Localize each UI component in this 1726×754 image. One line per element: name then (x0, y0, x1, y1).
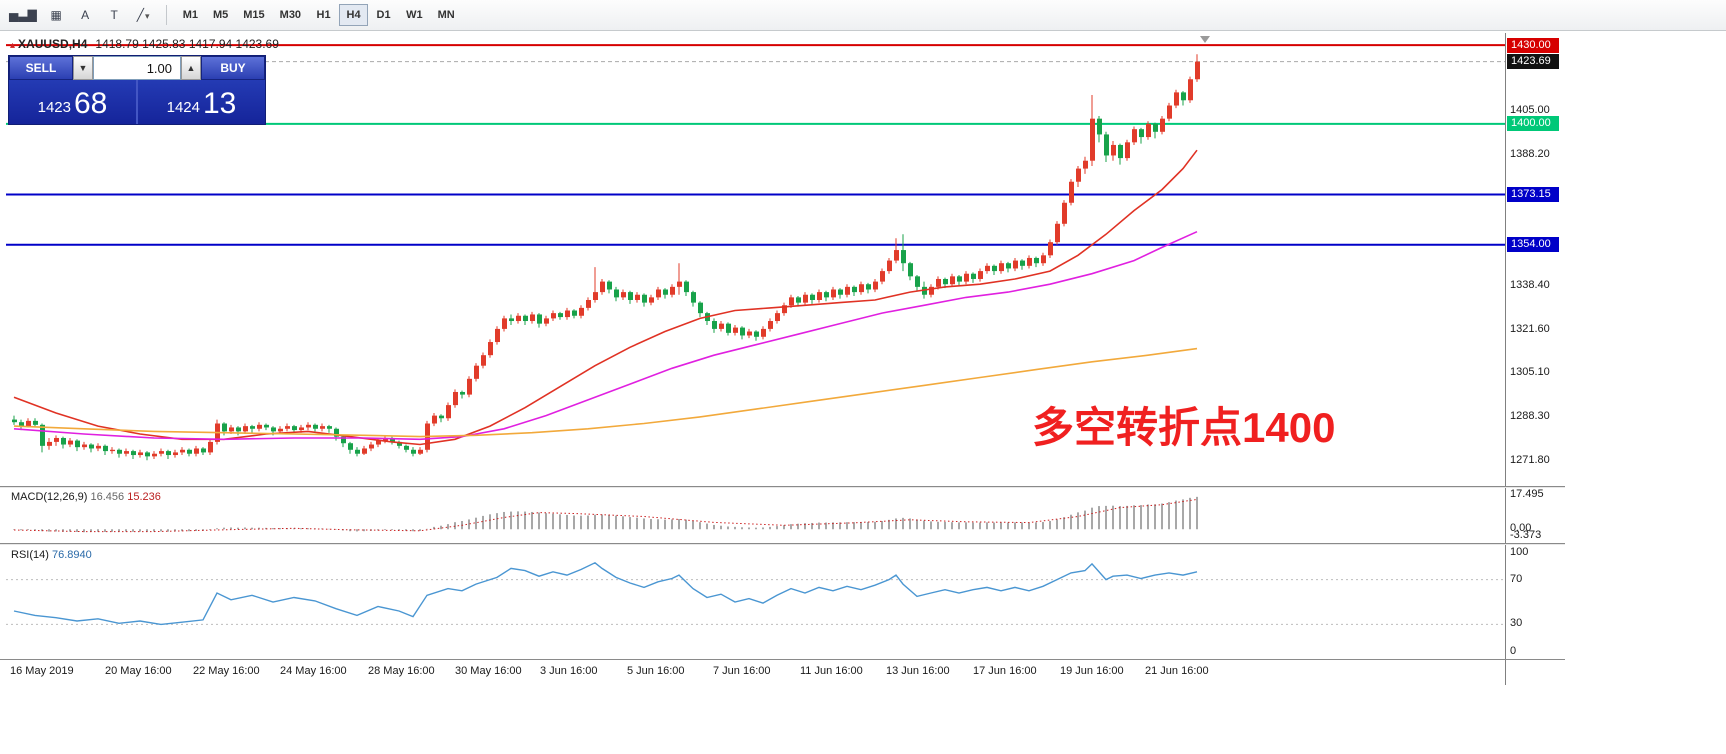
timeframe-m15[interactable]: M15 (236, 4, 271, 26)
trade-controls-row: SELL ▼ ▲ BUY (9, 56, 265, 80)
price-axis-tick: 1288.30 (1510, 410, 1550, 423)
trade-prices-row: 1423 68 1424 13 (9, 80, 265, 124)
ohlc-values: 1418.79 1425.83 1417.94 1423.69 (95, 37, 279, 51)
price-axis-tick: 1321.60 (1510, 322, 1550, 335)
time-axis-label: 24 May 16:00 (280, 665, 347, 677)
main-chart-canvas[interactable] (6, 33, 1506, 485)
time-axis-label: 28 May 16:00 (368, 665, 435, 677)
timeframe-mn[interactable]: MN (431, 4, 462, 26)
price-axis-tick: 1388.20 (1510, 147, 1550, 160)
chart-shift-marker[interactable] (1200, 36, 1210, 43)
price-line-tag[interactable]: 1400.00 (1507, 116, 1559, 132)
buy-price-pips: 13 (203, 87, 237, 120)
rsi-label: RSI(14) 76.8940 (11, 549, 92, 561)
time-axis-label: 19 Jun 16:00 (1060, 665, 1124, 677)
price-axis-tick: 1338.40 (1510, 278, 1550, 291)
macd-label: MACD(12,26,9) 16.456 15.236 (11, 491, 161, 503)
time-axis-label: 3 Jun 16:00 (540, 665, 598, 677)
timeframe-d1[interactable]: D1 (369, 4, 398, 26)
timeframe-bar: M1 M5 M15 M30 H1 H4 D1 W1 MN (176, 4, 462, 26)
price-axis-tick: 1305.10 (1510, 366, 1550, 379)
sell-price-pips: 68 (74, 87, 108, 120)
timeframe-m30[interactable]: M30 (273, 4, 308, 26)
timeframe-h4[interactable]: H4 (339, 4, 369, 26)
rsi-axis-tick: 30 (1510, 617, 1523, 630)
rsi-value: 76.8940 (51, 549, 92, 561)
time-axis-label: 22 May 16:00 (193, 665, 260, 677)
macd-panel-divider-groove (0, 487, 1565, 488)
symbol-timeframe: XAUUSD,H4 (18, 37, 88, 51)
time-axis-label: 20 May 16:00 (105, 665, 172, 677)
macd-panel-divider[interactable] (0, 486, 1565, 487)
macd-axis-tick: 0.00 (1510, 522, 1532, 535)
mid-ma-line (13, 230, 1198, 441)
toolbar: ▅▃▇ ▦ A T ╱▾ M1 M5 M15 M30 H1 H4 D1 W1 MN (0, 0, 1726, 31)
price-line-tag[interactable]: 1423.69 (1507, 54, 1559, 70)
chevron-down-icon: ▼ (78, 63, 88, 73)
one-click-trading-panel: SELL ▼ ▲ BUY 1423 68 1424 13 (8, 55, 266, 125)
macd-signal-value: 15.236 (127, 491, 161, 503)
chart-title: ▴ XAUUSD,H4 1418.79 1425.83 1417.94 1423.6… (10, 37, 279, 51)
time-axis-label: 13 Jun 16:00 (886, 665, 950, 677)
drawing-tools-icon[interactable]: ╱▾ (130, 3, 157, 27)
time-axis-label: 16 May 2019 (10, 665, 74, 677)
macd-name: MACD(12,26,9) (11, 491, 88, 503)
rsi-axis-tick: 70 (1510, 572, 1523, 585)
rsi-panel-divider[interactable] (0, 543, 1565, 544)
chart-annotation-text: 多空转折点1400 (1032, 404, 1336, 451)
macd-value: 16.456 (90, 491, 125, 503)
price-separator (136, 80, 138, 124)
macd-panel-canvas[interactable] (6, 489, 1506, 542)
time-axis-label: 30 May 16:00 (455, 665, 522, 677)
volume-decrease-button[interactable]: ▼ (73, 56, 93, 80)
price-axis-tick: 1405.00 (1510, 103, 1550, 116)
rsi-panel-canvas[interactable] (6, 546, 1506, 658)
rsi-name: RSI(14) (11, 549, 49, 561)
volume-input[interactable] (93, 56, 181, 80)
cursor-text-icon[interactable]: A (72, 3, 99, 27)
rsi-axis-tick: 100 (1510, 546, 1529, 558)
time-axis-label: 21 Jun 16:00 (1145, 665, 1209, 677)
rsi-axis-tick: 0 (1510, 645, 1517, 657)
slow-ma-line (13, 347, 1198, 438)
indicators-grid-icon[interactable]: ▦ (43, 3, 70, 27)
price-line-tag[interactable]: 1354.00 (1507, 237, 1559, 253)
buy-price[interactable]: 1424 13 (138, 80, 265, 124)
volume-increase-button[interactable]: ▲ (181, 56, 201, 80)
price-axis-tick: 1271.80 (1510, 453, 1550, 466)
toolbar-icons: ▅▃▇ ▦ A T ╱▾ (5, 3, 157, 27)
timeframe-m1[interactable]: M1 (176, 4, 205, 26)
rsi-panel-divider-groove (0, 544, 1565, 545)
time-axis-label: 17 Jun 16:00 (973, 665, 1037, 677)
chevron-up-icon: ▲ (186, 63, 196, 73)
timeframe-h1[interactable]: H1 (309, 4, 338, 26)
price-line-tag[interactable]: 1373.15 (1507, 186, 1559, 202)
sell-price-main: 1423 (37, 99, 71, 116)
price-axis-border (1505, 33, 1506, 685)
sell-button[interactable]: SELL (9, 56, 73, 80)
chevron-down-icon: ▾ (145, 11, 150, 21)
buy-button[interactable]: BUY (201, 56, 265, 80)
timeframe-w1[interactable]: W1 (399, 4, 430, 26)
fast-ma-line (13, 149, 1198, 446)
timeframe-m5[interactable]: M5 (206, 4, 235, 26)
price-up-arrow-icon: ▴ (10, 40, 16, 51)
time-axis-border (0, 659, 1565, 660)
time-axis-label: 7 Jun 16:00 (713, 665, 771, 677)
sell-price[interactable]: 1423 68 (9, 80, 136, 124)
toolbar-separator (165, 5, 167, 25)
macd-axis-tick: -3.373 (1510, 528, 1542, 541)
buy-price-main: 1424 (166, 99, 200, 116)
price-line-tag[interactable]: 1430.00 (1507, 37, 1559, 53)
time-axis-label: 5 Jun 16:00 (627, 665, 685, 677)
macd-axis-tick: 17.495 (1510, 488, 1544, 500)
time-axis-label: 11 Jun 16:00 (800, 665, 863, 677)
text-label-icon[interactable]: T (101, 3, 128, 27)
charts-icon[interactable]: ▅▃▇ (5, 3, 41, 27)
